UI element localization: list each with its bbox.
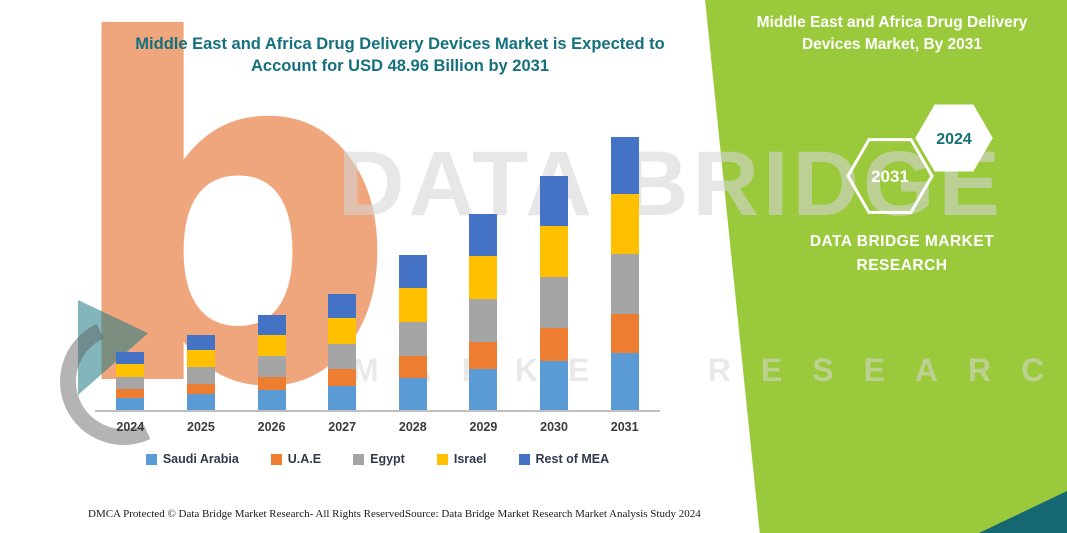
green-side-panel — [705, 0, 1067, 533]
bar-segment-saudi-arabia-2027 — [328, 385, 357, 410]
legend-swatch-rest-of-mea — [518, 453, 530, 465]
chart-legend: Saudi Arabia U.A.E Egypt Israel Rest of MEA — [95, 452, 660, 466]
bar-stack-2028 — [398, 255, 427, 410]
bar-segment-saudi-arabia-2025 — [186, 394, 215, 410]
bar-segment-egypt-2026 — [257, 355, 286, 377]
bar-segment-rest-of-mea-2024 — [116, 352, 145, 364]
bar-segment-israel-2025 — [186, 350, 215, 368]
bar-segment-saudi-arabia-2028 — [398, 377, 427, 410]
x-tick-2025: 2025 — [187, 420, 215, 434]
chart-title: Middle East and Africa Drug Delivery Dev… — [135, 35, 665, 76]
year-hexagons: 2031 2024 — [846, 104, 993, 214]
bar-segment-rest-of-mea-2031 — [610, 137, 639, 194]
legend-label-saudi-arabia: Saudi Arabia — [162, 452, 239, 466]
bar-segment-israel-2027 — [328, 318, 357, 344]
legend-item-rest-of-mea: Rest of MEA — [518, 452, 610, 466]
legend-label-israel: Israel — [453, 452, 487, 466]
x-axis-labels: 2024 2025 2026 2027 2028 2029 2030 2031 — [95, 420, 660, 438]
bar-segment-israel-2030 — [540, 225, 569, 277]
bar-segment-rest-of-mea-2027 — [328, 294, 357, 319]
bar-stack-2024 — [116, 352, 145, 410]
bar-segment-u-a-e-2030 — [540, 328, 569, 361]
x-tick-2028: 2028 — [398, 420, 427, 434]
brand-name-text: DATA BRIDGE MARKET RESEARCH — [809, 233, 995, 275]
bar-segment-israel-2024 — [116, 363, 145, 377]
bar-segment-israel-2026 — [257, 335, 286, 356]
bar-segment-saudi-arabia-2030 — [540, 361, 569, 410]
footer-source-text: Source: Data Bridge Market Research Mark… — [405, 508, 701, 520]
bar-stack-2027 — [328, 294, 357, 410]
x-tick-2026: 2026 — [257, 420, 286, 434]
bar-segment-u-a-e-2025 — [186, 383, 215, 395]
bar-segment-u-a-e-2028 — [398, 356, 427, 378]
x-tick-2031: 2031 — [610, 420, 639, 434]
legend-item-israel: Israel — [436, 452, 487, 466]
hexagon-2024 — [915, 104, 993, 172]
watermark-databridge-text: DATA BRIDGE — [338, 133, 1004, 235]
bar-segment-israel-2031 — [610, 193, 639, 255]
bar-segment-israel-2028 — [398, 288, 427, 323]
legend-swatch-saudi-arabia — [145, 453, 157, 465]
bar-segment-rest-of-mea-2025 — [186, 334, 215, 351]
bar-segment-egypt-2024 — [116, 376, 145, 390]
x-tick-2024: 2024 — [116, 420, 145, 434]
bar-segment-u-a-e-2031 — [610, 314, 639, 353]
bar-segment-u-a-e-2029 — [469, 341, 498, 369]
legend-item-egypt: Egypt — [353, 452, 405, 466]
footer-dmca-text: DMCA Protected © Data Bridge Market Rese… — [88, 508, 408, 520]
bar-segment-egypt-2027 — [328, 343, 357, 370]
legend-item-u-a-e: U.A.E — [270, 452, 322, 466]
x-tick-2027: 2027 — [328, 420, 357, 434]
bar-segment-egypt-2025 — [186, 367, 215, 384]
bar-segment-rest-of-mea-2029 — [469, 213, 498, 256]
bar-segment-saudi-arabia-2026 — [257, 389, 286, 410]
legend-label-rest-of-mea: Rest of MEA — [535, 452, 610, 466]
legend-swatch-israel — [436, 453, 448, 465]
plot-area — [95, 137, 660, 410]
bar-segment-saudi-arabia-2031 — [610, 352, 639, 410]
bar-stack-2026 — [257, 315, 286, 410]
legend-swatch-u-a-e — [270, 453, 282, 465]
legend-label-egypt: Egypt — [370, 452, 405, 466]
bar-segment-saudi-arabia-2024 — [116, 397, 145, 410]
bar-segment-egypt-2031 — [610, 254, 639, 315]
bar-stack-2030 — [540, 175, 569, 410]
bar-segment-rest-of-mea-2028 — [398, 255, 427, 289]
bar-segment-u-a-e-2027 — [328, 369, 357, 386]
bar-segment-u-a-e-2024 — [116, 389, 145, 398]
bar-segment-egypt-2028 — [398, 322, 427, 357]
x-tick-2029: 2029 — [469, 420, 498, 434]
bar-segment-rest-of-mea-2030 — [540, 175, 569, 226]
x-axis-line — [95, 410, 660, 412]
side-panel-title: Middle East and Africa Drug Delivery Dev… — [756, 14, 1028, 54]
x-tick-2030: 2030 — [540, 420, 568, 434]
bar-segment-egypt-2029 — [469, 298, 498, 342]
bar-stack-2031 — [610, 137, 639, 410]
bar-stack-2029 — [469, 213, 498, 410]
hexagon-2024-label: 2024 — [936, 131, 972, 148]
hexagon-2031-label: 2031 — [871, 167, 909, 186]
bar-segment-u-a-e-2026 — [257, 376, 286, 390]
hexagon-2031 — [846, 138, 934, 214]
bar-segment-saudi-arabia-2029 — [469, 368, 498, 410]
bar-segment-israel-2029 — [469, 255, 498, 299]
legend-label-u-a-e: U.A.E — [287, 452, 322, 466]
legend-swatch-egypt — [353, 453, 365, 465]
bar-segment-rest-of-mea-2026 — [257, 315, 286, 336]
bar-stack-2025 — [186, 334, 215, 410]
bar-segment-egypt-2030 — [540, 276, 569, 329]
legend-item-saudi-arabia: Saudi Arabia — [145, 452, 239, 466]
